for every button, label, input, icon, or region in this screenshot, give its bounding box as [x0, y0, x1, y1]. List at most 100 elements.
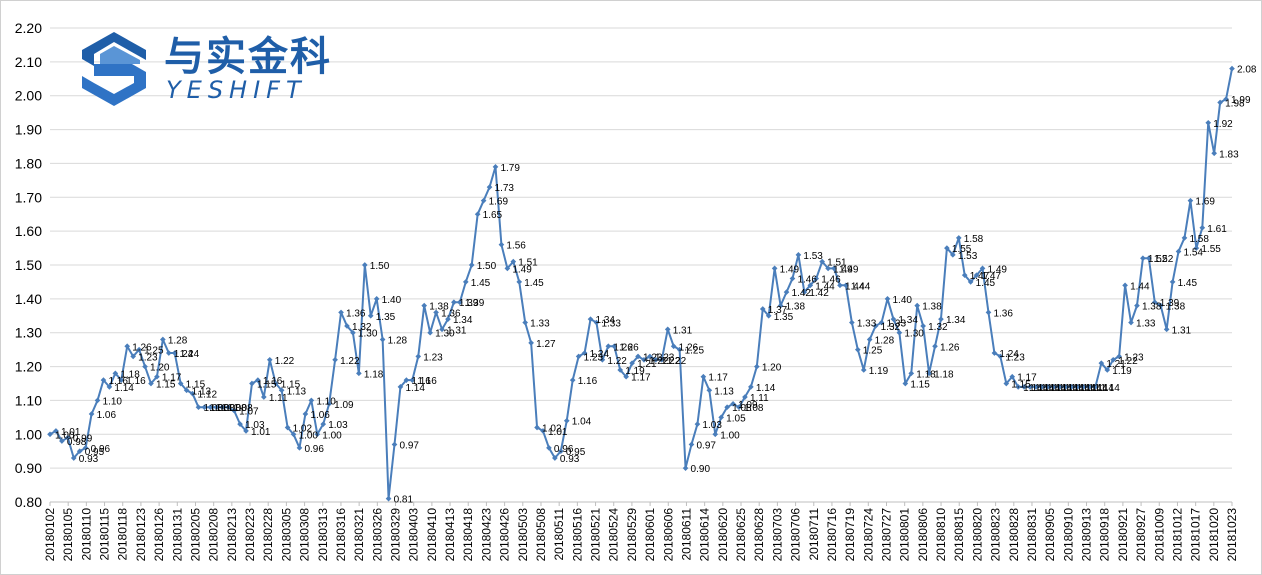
data-point — [320, 421, 327, 427]
data-point — [1033, 384, 1039, 390]
data-label: 0.95 — [85, 447, 105, 458]
data-point — [676, 346, 683, 353]
x-tick-label: 20180418 — [461, 508, 475, 562]
data-point — [914, 302, 921, 309]
data-point — [623, 373, 629, 380]
data-label: 1.45 — [976, 278, 996, 289]
data-label: 1.58 — [964, 234, 984, 245]
data-label: 1.18 — [916, 369, 936, 380]
data-label: 1.50 — [477, 261, 497, 272]
data-point — [1146, 255, 1152, 262]
x-tick-label: 20180508 — [534, 508, 548, 562]
x-tick-label: 20180123 — [134, 508, 148, 562]
data-point — [896, 329, 903, 336]
data-label: 1.08 — [209, 403, 229, 414]
x-tick-label: 20180213 — [225, 508, 239, 562]
data-label: 1.22 — [667, 356, 687, 367]
data-label: 1.18 — [120, 369, 140, 380]
x-tick-label: 20180724 — [861, 508, 875, 562]
data-label: 1.24 — [590, 349, 610, 360]
data-point — [165, 350, 172, 356]
data-point — [100, 377, 107, 383]
data-label: 1.26 — [613, 342, 633, 353]
data-point — [1163, 326, 1170, 333]
data-point — [522, 319, 529, 326]
data-label: 1.92 — [1213, 119, 1233, 130]
data-label: 1.14 — [1100, 383, 1120, 394]
data-label: 1.23 — [1005, 352, 1025, 363]
data-label: 1.22 — [649, 356, 669, 367]
data-label: 1.19 — [625, 366, 645, 377]
data-point — [753, 363, 760, 370]
data-point — [421, 302, 428, 309]
data-label: 1.03 — [328, 420, 348, 431]
data-label: 1.14 — [1083, 383, 1103, 394]
data-label: 1.28 — [388, 335, 408, 346]
data-point — [718, 414, 725, 421]
data-label: 1.02 — [542, 424, 562, 435]
data-label: 1.23 — [423, 352, 443, 363]
data-point — [682, 465, 689, 471]
data-label: 1.34 — [946, 315, 966, 326]
data-point — [82, 445, 89, 451]
data-label: 1.49 — [833, 264, 853, 275]
data-label: 1.73 — [495, 183, 515, 194]
data-label: 1.10 — [103, 396, 123, 407]
data-point — [795, 252, 802, 258]
data-label: 1.14 — [1041, 383, 1061, 394]
data-point — [997, 353, 1004, 360]
data-point — [1045, 384, 1051, 390]
data-point — [635, 353, 641, 360]
data-point — [284, 424, 291, 431]
data-point — [878, 319, 885, 326]
x-tick-label: 20180831 — [1025, 508, 1039, 562]
data-label: 1.01 — [548, 427, 568, 438]
data-label: 1.49 — [839, 264, 859, 275]
data-label: 1.38 — [786, 302, 806, 313]
data-label: 1.45 — [1178, 278, 1198, 289]
data-label: 1.13 — [714, 386, 734, 397]
data-point — [611, 343, 618, 350]
data-point — [391, 441, 398, 448]
data-label: 1.58 — [1189, 234, 1209, 245]
data-point — [1199, 224, 1206, 231]
x-tick-label: 20180703 — [770, 508, 784, 562]
data-point — [932, 343, 938, 350]
data-point — [1229, 65, 1235, 72]
data-point — [813, 275, 820, 282]
x-tick-label: 20180828 — [1007, 508, 1021, 562]
data-point — [231, 407, 237, 414]
data-point — [944, 245, 950, 251]
data-label: 1.06 — [97, 410, 117, 421]
data-point — [694, 421, 701, 427]
data-label: 1.14 — [1023, 383, 1043, 394]
data-label: 1.30 — [904, 329, 924, 340]
data-point — [546, 445, 552, 451]
data-label: 1.49 — [512, 264, 532, 275]
x-tick-label: 20180601 — [643, 508, 657, 562]
data-label: 1.79 — [500, 163, 520, 174]
data-label: 1.18 — [934, 369, 954, 380]
data-label: 1.15 — [1011, 380, 1031, 391]
data-point — [445, 316, 451, 322]
data-label: 1.28 — [168, 335, 188, 346]
x-tick-label: 20180719 — [843, 508, 857, 562]
data-point — [373, 296, 380, 302]
data-label: 1.22 — [340, 356, 360, 367]
data-point — [338, 309, 344, 316]
data-label: 1.33 — [857, 319, 877, 330]
y-tick-label: 1.50 — [15, 257, 42, 273]
data-label: 1.01 — [251, 427, 271, 438]
data-label: 1.19 — [869, 366, 889, 377]
data-label: 1.55 — [952, 244, 972, 255]
data-label: 1.22 — [661, 356, 681, 367]
data-point — [70, 455, 77, 461]
data-label: 1.52 — [1154, 254, 1174, 265]
data-point — [629, 360, 635, 367]
data-point — [557, 448, 564, 455]
data-label: 1.26 — [132, 342, 152, 353]
data-label: 1.34 — [596, 315, 616, 326]
data-label: 1.21 — [1106, 359, 1126, 370]
data-point — [361, 262, 368, 268]
data-point — [1009, 373, 1016, 380]
